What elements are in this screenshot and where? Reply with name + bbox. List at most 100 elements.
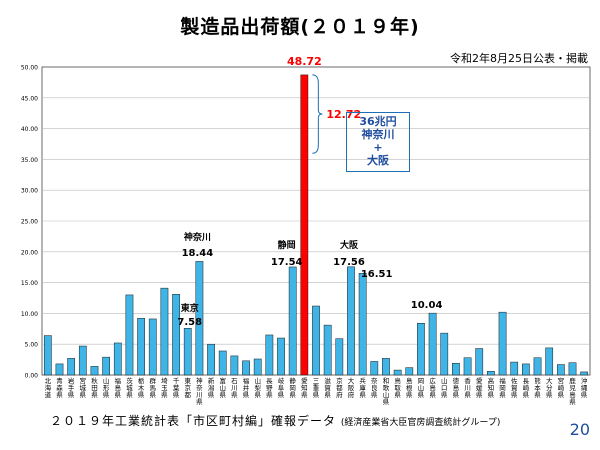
bar [195,261,204,376]
hyogo-value-label: 16.51 [361,269,393,280]
bar [160,287,169,376]
note-amount: 36兆円 [359,115,397,128]
difference-value-label: 12.72 [326,108,361,121]
bar [382,358,390,376]
data-source: ２０１９年工業統計表「市区町村編」確報データ (経済産業省大臣官房調査統計グルー… [50,412,500,429]
bar [393,369,402,376]
note-pref-1: 神奈川 [361,128,395,141]
x-tick-label: 奈良県 [371,376,378,399]
bar [358,273,367,376]
y-tick-label: 0.00 [25,373,39,380]
source-main: ２０１９年工業統計表「市区町村編」確報データ [50,414,337,428]
bar [137,318,145,376]
bar [556,364,565,376]
bar [452,363,460,376]
page-title: 製造品出荷額(２０１９年) [180,16,420,38]
shizuoka-value-label: 17.54 [271,257,303,268]
bar [312,305,320,376]
bar [55,363,64,376]
x-tick-label: 福島県 [115,376,122,399]
x-tick-label: 岡山県 [418,377,425,399]
x-tick-label: 千葉県 [173,376,180,399]
x-tick-label: 秋田県 [91,376,98,399]
x-tick-label: 宮城県 [80,376,87,399]
publication-date: 令和2年8月25日公表・掲載 [450,52,588,65]
tokyo-name-label: 東京 [181,302,199,314]
x-tick-label: 宮崎県 [558,376,565,399]
x-tick-label: 熊本県 [534,376,541,399]
bar [347,266,355,376]
x-tick-label: 静岡県 [289,376,296,399]
kanagawa-value-label: 18.44 [182,248,214,259]
bar [242,360,250,376]
x-tick-label: 新潟県 [208,376,215,399]
x-tick-label: 神奈川県 [196,376,203,406]
bar [183,328,192,376]
x-tick-label: 石川県 [231,377,238,399]
osaka-name-label: 大阪 [340,239,359,251]
bar [417,323,425,376]
difference-brace [312,74,323,154]
x-tick-label: 群馬県 [150,376,157,399]
x-tick-label: 島根県 [406,376,413,399]
x-tick-label: 愛媛県 [476,376,483,399]
x-tick-label: 大分県 [546,376,553,399]
y-tick-label: 40.00 [21,126,38,133]
bar [475,348,484,376]
bar [545,347,554,376]
y-tick-label: 10.00 [21,311,38,318]
bar [125,294,134,376]
x-tick-label: 香川県 [464,376,471,399]
kanagawa-name-label: 神奈川 [184,231,211,243]
bar [253,358,262,376]
x-tick-label: 山梨県 [254,376,261,399]
y-tick-label: 50.00 [21,65,38,72]
page-number: 20 [569,420,590,439]
x-tick-label: 岩手県 [68,376,75,399]
bar [43,335,52,376]
bar [90,366,99,376]
x-tick-label: 滋賀県 [324,376,331,399]
x-tick-label: 佐賀県 [511,376,518,399]
x-tick-label: 和歌山県 [383,376,390,406]
bar [207,343,215,376]
source-org: (経済産業省大臣官房調査統計グループ) [340,418,501,428]
bar [522,363,530,376]
bar [265,334,274,376]
bar [580,371,589,376]
x-tick-label: 兵庫県 [359,376,366,399]
x-tick-label: 鹿児島県 [569,376,576,406]
x-tick-label: 広島県 [429,376,436,399]
x-tick-label: 大阪府 [348,376,355,399]
x-tick-label: 富山県 [219,376,226,399]
x-tick-label: 福岡県 [499,376,506,399]
bar [172,294,180,376]
bar [323,324,332,376]
x-tick-label: 三重県 [313,377,320,399]
y-tick-label: 15.00 [21,280,38,287]
x-tick-label: 福井県 [243,376,250,399]
bar [533,357,542,376]
aichi-value-label: 48.72 [287,55,322,68]
note-pref-2: 大阪 [367,154,389,167]
bar [218,350,227,376]
tokyo-value-label: 7.58 [177,317,202,328]
x-tick-label: 北海道 [45,377,52,399]
y-tick-label: 5.00 [25,342,39,349]
bar [277,337,285,376]
bar [102,356,110,376]
y-tick-label: 25.00 [21,219,38,226]
osaka-value-label: 17.56 [333,257,365,268]
x-tick-label: 愛知県 [301,376,308,399]
x-tick-label: 茨城県 [126,376,133,399]
note-plus: + [373,141,383,154]
x-tick-label: 長野県 [266,377,273,399]
bar [335,338,344,376]
bar [78,345,87,376]
bar [428,312,437,376]
x-tick-label: 埼玉県 [161,376,168,399]
bar [463,357,472,376]
summary-note-box: 36兆円 神奈川 + 大阪 [346,112,410,172]
y-tick-label: 35.00 [21,157,38,164]
x-tick-label: 岐阜県 [278,376,285,399]
